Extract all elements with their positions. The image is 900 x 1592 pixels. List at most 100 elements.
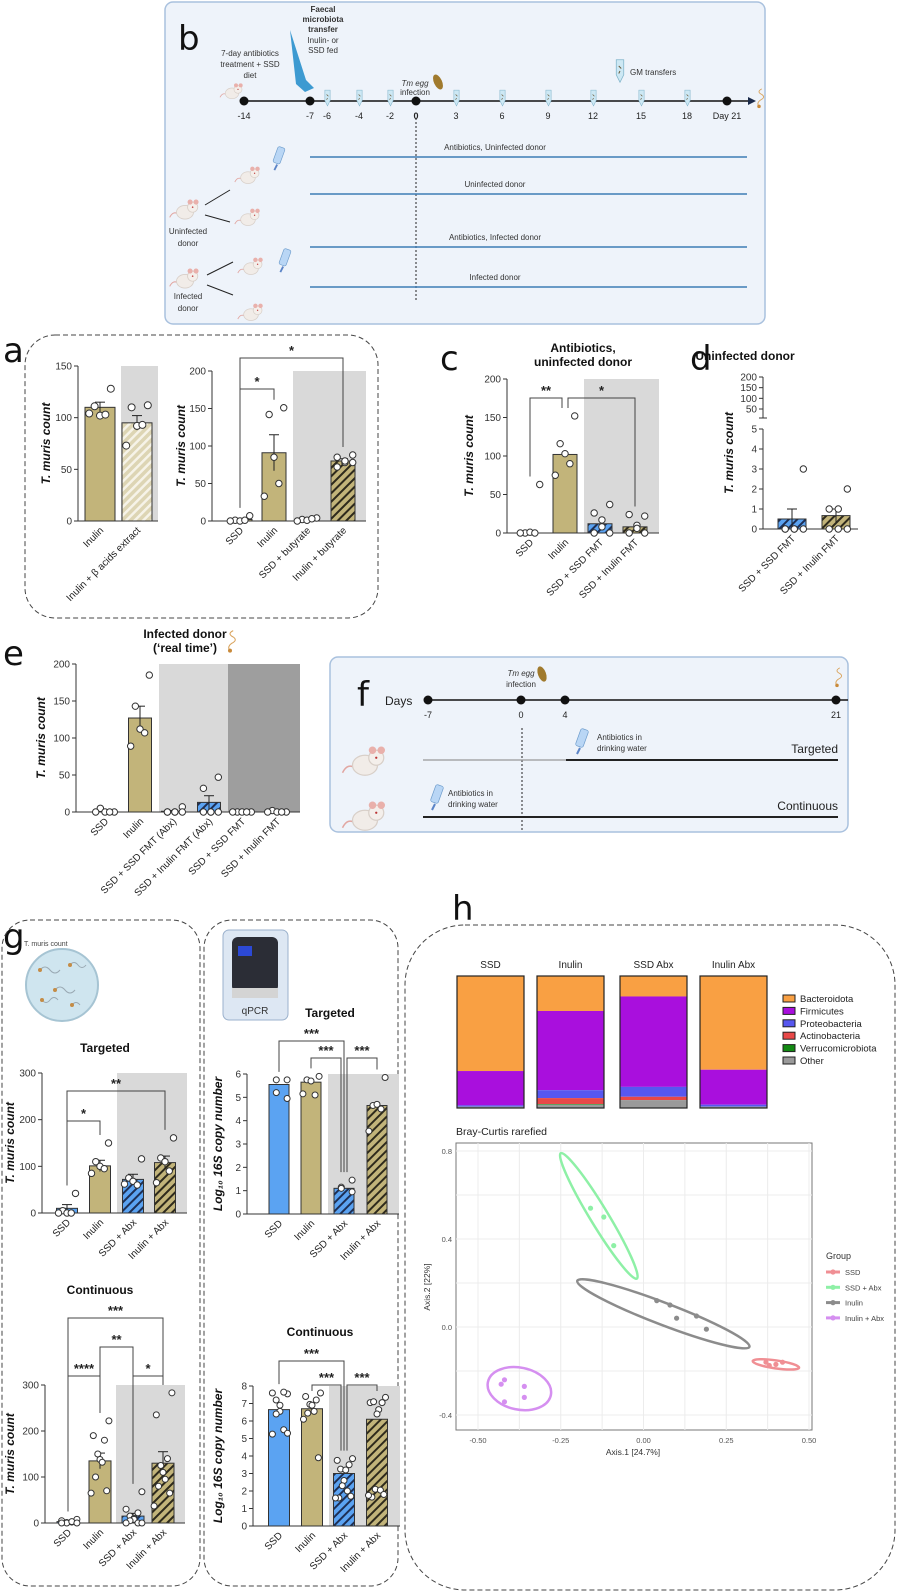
data-point	[667, 1302, 673, 1308]
legend-swatch-dot	[830, 1284, 836, 1290]
data-point	[104, 1139, 113, 1147]
panel-label-b: b	[178, 19, 200, 59]
data-point	[133, 1181, 141, 1189]
y-tick-label: 150	[189, 404, 206, 415]
y-tick-label: 5	[241, 1434, 247, 1445]
data-point	[283, 1076, 291, 1084]
data-point	[272, 1396, 280, 1404]
data-point	[166, 1489, 174, 1497]
infection-text: infection	[400, 88, 430, 97]
data-point	[601, 1214, 607, 1220]
data-point	[556, 439, 564, 448]
data-point	[140, 729, 149, 737]
y-axis-label: T. muris count	[34, 696, 48, 779]
panel-a-frame	[24, 334, 379, 619]
bar	[121, 422, 153, 522]
days-label: Days	[385, 694, 412, 708]
data-point	[85, 409, 94, 418]
group-label: Antibiotics, Infected donor	[449, 233, 541, 242]
data-point	[122, 1519, 130, 1527]
y-tick-label: 0	[66, 517, 72, 528]
stacked-segment	[457, 1071, 524, 1106]
data-point	[380, 1491, 388, 1498]
data-point	[280, 1388, 288, 1396]
data-point	[272, 1076, 280, 1084]
stacked-bar-label: Inulin Abx	[712, 960, 755, 971]
x-category-label: SSD	[514, 537, 536, 559]
x-category-label: SSD	[263, 1218, 285, 1240]
significance-bracket	[66, 1090, 166, 1186]
stacked-segment	[537, 1104, 604, 1105]
timeline-tick-label: 12	[588, 111, 598, 121]
data-point	[370, 1398, 378, 1406]
data-point	[58, 1519, 66, 1527]
y-tick-label: 4	[235, 1116, 241, 1127]
data-point	[781, 525, 789, 533]
antibiotics-note: Antibiotics in	[448, 789, 493, 798]
data-point	[276, 1401, 284, 1409]
antibiotics-note: drinking water	[448, 800, 498, 809]
data-point	[122, 1505, 130, 1513]
data-point	[280, 404, 288, 412]
stacked-segment	[537, 1098, 604, 1105]
y-tick-label: 200	[19, 1115, 36, 1126]
y-axis-label: T. muris count	[39, 402, 53, 485]
chart-title: Bray-Curtis rarefied	[456, 1126, 547, 1138]
data-point	[106, 384, 115, 393]
y-tick-label: 50	[195, 479, 207, 490]
data-point	[165, 1167, 173, 1175]
data-point	[163, 808, 172, 816]
donor-label: Uninfected	[169, 227, 207, 236]
data-point	[126, 742, 135, 750]
y-tick-label: 50	[490, 490, 502, 501]
data-point	[348, 1176, 356, 1184]
y-tick-label: 150	[53, 697, 70, 708]
x-category-label: Inulin	[81, 1217, 106, 1242]
data-point	[349, 458, 357, 467]
data-point	[633, 524, 641, 533]
x-tick-label: -0.25	[552, 1436, 569, 1445]
confidence-ellipse	[558, 1151, 639, 1281]
panel-label-f: f	[357, 675, 370, 715]
x-category-label: SSD	[52, 1527, 74, 1549]
data-point	[71, 1189, 80, 1198]
data-point	[373, 1410, 381, 1418]
data-point	[693, 1313, 700, 1319]
worm-icon	[227, 630, 236, 654]
significance-label: ***	[108, 1303, 124, 1318]
x-category-label: SSD + SSD FMT	[187, 816, 248, 877]
data-point	[272, 1410, 280, 1418]
data-point	[137, 1155, 146, 1163]
timeline-tick-label: Day 21	[713, 111, 742, 121]
data-point	[163, 1455, 171, 1463]
data-point	[799, 465, 808, 473]
x-tick-label: 0.00	[636, 1436, 651, 1445]
significance-label: *	[254, 374, 260, 389]
legend-label: Inulin + Abx	[845, 1314, 884, 1323]
stacked-segment	[457, 1106, 524, 1108]
y-axis-label: T. muris count	[462, 414, 476, 497]
data-point	[317, 1389, 325, 1397]
data-point	[265, 410, 273, 419]
data-point	[641, 512, 649, 520]
chart-title: Antibiotics,	[550, 341, 615, 355]
y-tick-label: 5	[751, 425, 757, 436]
data-point	[157, 1462, 165, 1469]
y-tick-label: 150	[740, 383, 757, 394]
y-tick-label: 150	[484, 413, 501, 424]
stacked-segment	[537, 976, 604, 1011]
y-tick-label: 6	[235, 1070, 241, 1081]
timeline-dot	[239, 96, 249, 106]
data-point	[365, 1127, 373, 1135]
data-point	[381, 1074, 389, 1081]
bar	[366, 1418, 388, 1527]
y-tick-label: 100	[189, 442, 206, 453]
y-tick-label: 200	[189, 367, 206, 378]
chart-title: Infected donor	[143, 627, 227, 641]
data-point	[341, 457, 349, 465]
legend-swatch-dot	[830, 1315, 836, 1321]
significance-bracket	[239, 357, 344, 508]
timeline-tick-label: 0	[413, 111, 418, 121]
